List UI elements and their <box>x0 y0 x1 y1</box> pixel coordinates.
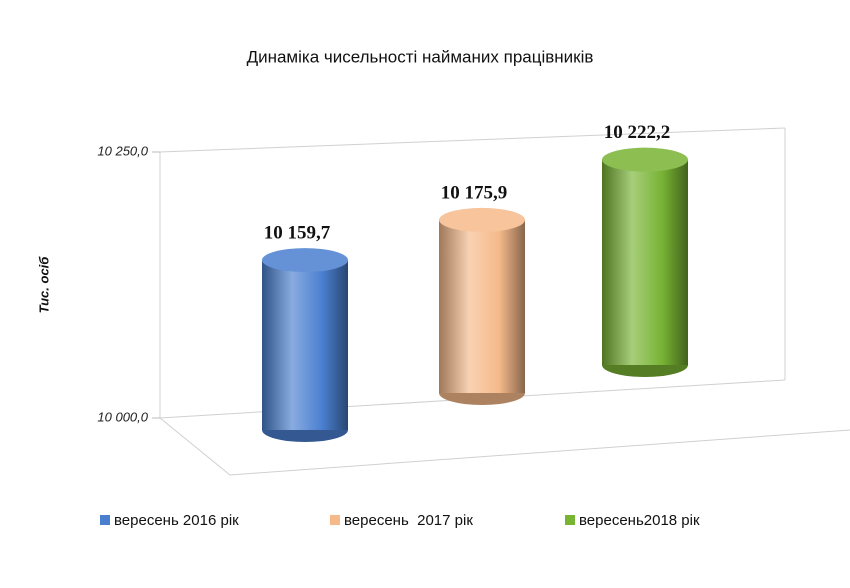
legend-swatch <box>565 515 575 525</box>
legend-swatch <box>100 515 110 525</box>
legend-swatch <box>330 515 340 525</box>
data-label: 10 175,9 <box>441 182 508 203</box>
legend-label: вересень 2016 рік <box>114 512 239 529</box>
cylinder-top <box>439 207 525 232</box>
cylinder-top <box>602 147 688 172</box>
legend-label: вересень2018 рік <box>579 512 700 529</box>
chart-title: Динаміка чисельності найманих працівникі… <box>247 47 594 66</box>
y-tick-label: 10 000,0 <box>97 409 148 424</box>
data-label: 10 159,7 <box>264 222 331 243</box>
bar <box>602 159 688 365</box>
y-axis-label: Тис. осіб <box>36 256 51 314</box>
cylinder-top <box>262 248 348 273</box>
data-label: 10 222,2 <box>604 122 671 143</box>
bar <box>439 219 525 393</box>
bar <box>262 260 348 430</box>
y-tick-label: 10 250,0 <box>97 143 148 158</box>
legend-label: вересень 2017 рік <box>344 512 473 529</box>
